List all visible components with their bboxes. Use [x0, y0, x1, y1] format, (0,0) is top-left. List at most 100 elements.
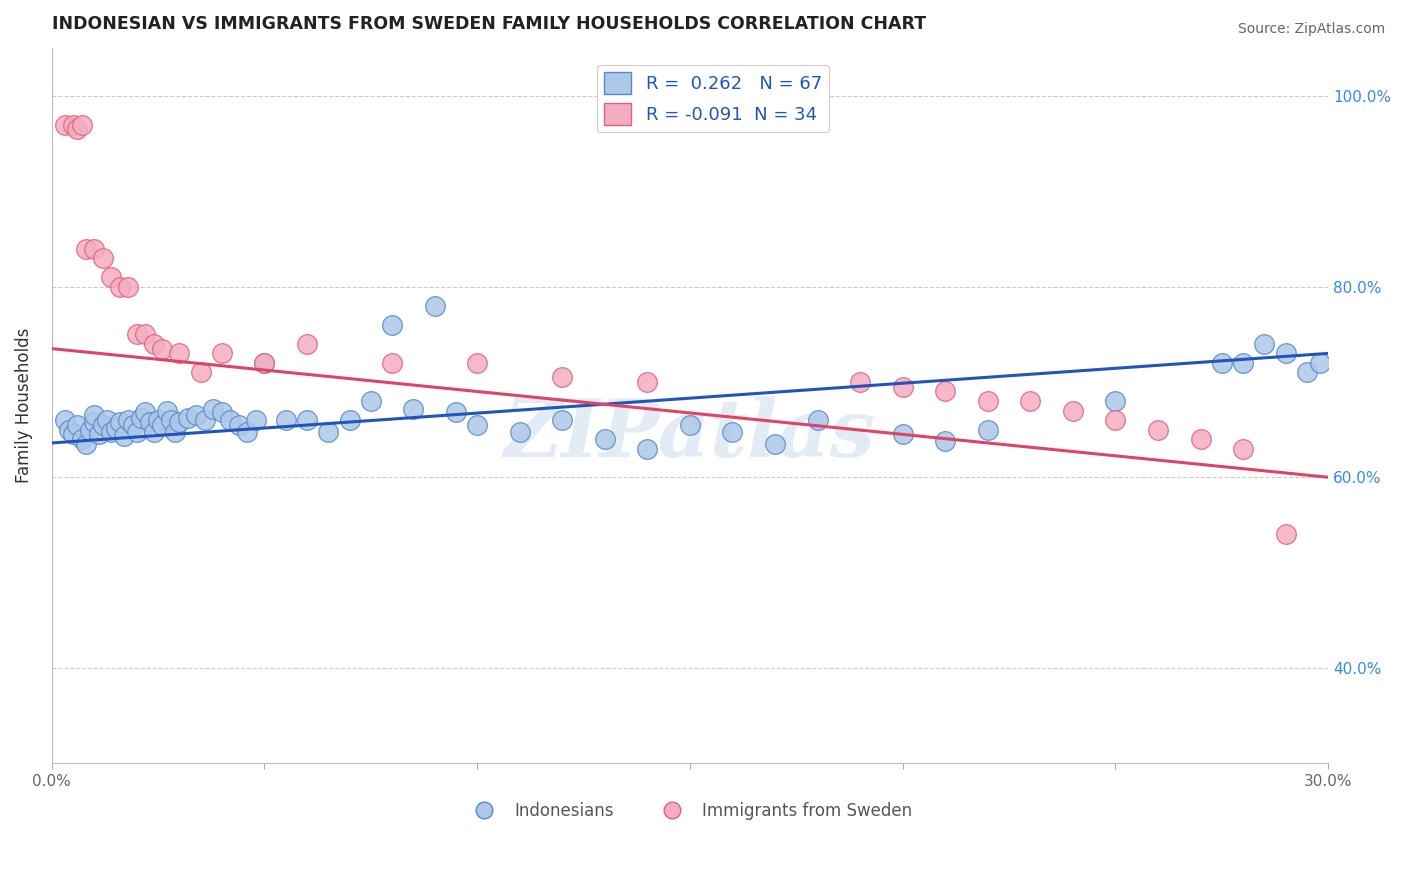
Point: [1189, 432, 1212, 446]
Point: [211, 346, 233, 360]
Point: [977, 394, 1000, 409]
Point: [186, 409, 208, 423]
Y-axis label: Family Households: Family Households: [15, 328, 32, 483]
Point: [160, 413, 183, 427]
Point: [849, 375, 872, 389]
Point: [66, 417, 89, 432]
Point: [402, 401, 425, 416]
Point: [721, 425, 744, 439]
Point: [636, 375, 658, 389]
Point: [70, 118, 93, 132]
Point: [96, 413, 118, 427]
Point: [934, 384, 956, 399]
Point: [679, 417, 702, 432]
Point: [1232, 442, 1254, 456]
Point: [58, 423, 80, 437]
Point: [100, 270, 122, 285]
Point: [934, 434, 956, 448]
Point: [806, 413, 828, 427]
Point: [190, 366, 212, 380]
Text: INDONESIAN VS IMMIGRANTS FROM SWEDEN FAMILY HOUSEHOLDS CORRELATION CHART: INDONESIAN VS IMMIGRANTS FROM SWEDEN FAM…: [52, 15, 927, 33]
Point: [150, 417, 173, 432]
Legend: Indonesians, Immigrants from Sweden: Indonesians, Immigrants from Sweden: [461, 795, 920, 826]
Point: [253, 356, 276, 370]
Point: [125, 327, 148, 342]
Point: [117, 413, 139, 427]
Point: [551, 370, 574, 384]
Point: [79, 423, 101, 437]
Point: [142, 425, 165, 439]
Point: [763, 437, 786, 451]
Point: [219, 413, 242, 427]
Point: [169, 346, 191, 360]
Point: [83, 415, 105, 429]
Point: [551, 413, 574, 427]
Point: [134, 327, 156, 342]
Point: [142, 336, 165, 351]
Point: [228, 417, 250, 432]
Point: [134, 405, 156, 419]
Point: [104, 420, 127, 434]
Point: [100, 425, 122, 439]
Point: [66, 122, 89, 136]
Point: [146, 413, 169, 427]
Point: [465, 417, 488, 432]
Point: [83, 409, 105, 423]
Point: [423, 299, 446, 313]
Point: [316, 425, 339, 439]
Point: [156, 403, 179, 417]
Point: [295, 336, 318, 351]
Point: [211, 405, 233, 419]
Point: [53, 413, 76, 427]
Text: Source: ZipAtlas.com: Source: ZipAtlas.com: [1237, 22, 1385, 37]
Point: [509, 425, 531, 439]
Point: [121, 417, 143, 432]
Point: [150, 342, 173, 356]
Point: [62, 118, 84, 132]
Point: [117, 279, 139, 293]
Point: [53, 118, 76, 132]
Point: [177, 411, 200, 425]
Point: [1253, 336, 1275, 351]
Point: [75, 437, 97, 451]
Point: [465, 356, 488, 370]
Point: [444, 405, 467, 419]
Point: [1309, 356, 1331, 370]
Point: [1062, 403, 1084, 417]
Text: ZIPatlas: ZIPatlas: [503, 396, 876, 473]
Point: [295, 413, 318, 427]
Point: [108, 415, 131, 429]
Point: [891, 380, 914, 394]
Point: [108, 279, 131, 293]
Point: [245, 413, 267, 427]
Point: [1274, 346, 1296, 360]
Point: [129, 411, 152, 425]
Point: [125, 425, 148, 439]
Point: [62, 427, 84, 442]
Point: [1232, 356, 1254, 370]
Point: [593, 432, 616, 446]
Point: [75, 242, 97, 256]
Point: [253, 356, 276, 370]
Point: [1295, 366, 1317, 380]
Point: [1019, 394, 1042, 409]
Point: [360, 394, 382, 409]
Point: [138, 415, 160, 429]
Point: [1147, 423, 1170, 437]
Point: [274, 413, 297, 427]
Point: [381, 318, 404, 332]
Point: [112, 429, 135, 443]
Point: [339, 413, 361, 427]
Point: [1104, 394, 1126, 409]
Point: [381, 356, 404, 370]
Point: [194, 413, 217, 427]
Point: [83, 242, 105, 256]
Point: [91, 417, 114, 432]
Point: [169, 415, 191, 429]
Point: [1211, 356, 1233, 370]
Point: [977, 423, 1000, 437]
Point: [202, 401, 225, 416]
Point: [1104, 413, 1126, 427]
Point: [165, 425, 187, 439]
Point: [70, 432, 93, 446]
